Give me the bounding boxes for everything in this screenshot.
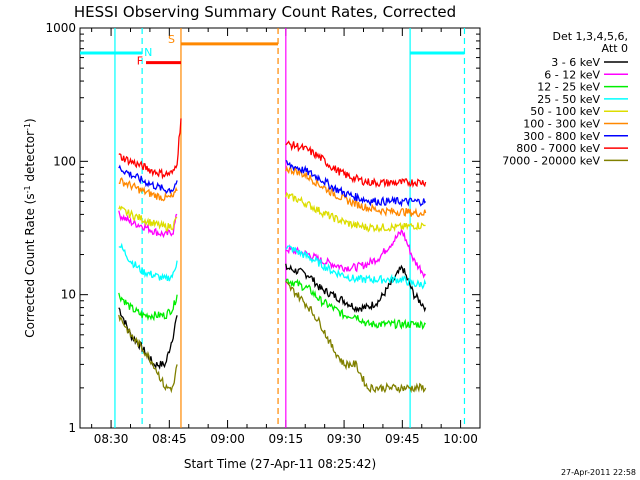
x-tick-label: 09:00: [210, 432, 245, 446]
series-line: [285, 165, 427, 218]
series-line: [285, 140, 427, 189]
x-tick-label: 10:00: [443, 432, 478, 446]
flag-bars: FN S: [80, 33, 465, 68]
y-tick-label: 1: [68, 421, 76, 435]
series-line: [118, 177, 178, 202]
series-line: [285, 278, 427, 330]
x-axis-label: Start Time (27-Apr-11 08:25:42): [184, 457, 376, 471]
flag-label: S: [168, 33, 175, 46]
series-line: [118, 292, 178, 322]
series-line: [285, 191, 426, 233]
flag-label: N: [144, 46, 152, 59]
legend-label: 25 - 50 keV: [537, 93, 600, 106]
y-tick-label: 10: [61, 288, 76, 302]
series-line: [118, 164, 178, 195]
x-tick-label: 08:45: [152, 432, 187, 446]
series-line: [118, 210, 178, 239]
series-lines: [118, 118, 427, 394]
series-line: [118, 205, 178, 232]
legend-label: 100 - 300 keV: [523, 118, 600, 131]
x-tick-label: 09:45: [385, 432, 420, 446]
y-tick-label: 1000: [45, 21, 76, 35]
vertical-markers: [114, 28, 466, 428]
series-line: [285, 281, 427, 394]
x-tick-label: 08:30: [94, 432, 129, 446]
x-tick-label: 09:15: [269, 432, 304, 446]
legend-label: 6 - 12 keV: [544, 68, 600, 81]
legend-header-line2: Att 0: [602, 42, 628, 55]
series-line: [285, 159, 427, 208]
y-axis-label: Corrected Count Rate (s-1 detector-1): [23, 118, 37, 337]
flag-label: F: [137, 55, 143, 68]
legend-label: 50 - 100 keV: [530, 105, 600, 118]
series-line: [285, 245, 427, 290]
series-line: [285, 263, 427, 314]
x-axis: 08:30 08:45 09:00 09:15 09:30 09:45 10:00: [91, 28, 478, 446]
x-tick-label: 09:30: [327, 432, 362, 446]
timestamp: 27-Apr-2011 22:58: [561, 468, 636, 477]
chart-title: HESSI Observing Summary Count Rates, Cor…: [74, 3, 456, 21]
legend-label: 800 - 7000 keV: [516, 142, 600, 155]
y-tick-label: 100: [53, 154, 76, 168]
series-line: [118, 242, 178, 282]
legend-header-line1: Det 1,3,4,5,6,: [552, 30, 628, 43]
series-line: [118, 118, 182, 180]
series-line: [285, 228, 427, 279]
series-line: [118, 314, 178, 394]
legend-label: 300 - 800 keV: [523, 130, 600, 143]
plot-frame: [79, 27, 481, 429]
legend-label: 3 - 6 keV: [551, 56, 600, 69]
legend-label: 7000 - 20000 keV: [502, 154, 600, 167]
y-axis: 1 10 100 1000: [45, 21, 480, 435]
legend-label: 12 - 25 keV: [537, 81, 600, 94]
